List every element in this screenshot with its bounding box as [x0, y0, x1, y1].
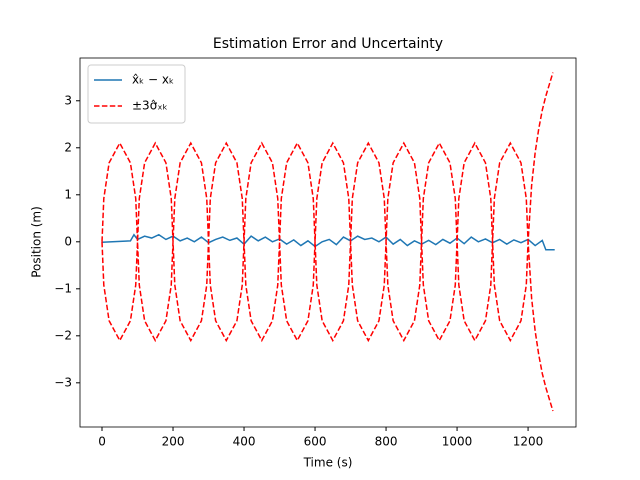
series-line — [101, 72, 554, 242]
x-axis-label: Time (s) — [303, 456, 353, 470]
y-tick-label: −1 — [54, 281, 72, 295]
x-tick-label: 800 — [375, 435, 398, 449]
series-line — [101, 233, 555, 251]
x-tick-label: 1200 — [513, 435, 544, 449]
x-tick-label: 600 — [304, 435, 327, 449]
series-line — [101, 241, 554, 412]
axes-frame — [79, 57, 577, 428]
y-tick-label: 3 — [64, 93, 72, 107]
x-tick-label: 400 — [233, 435, 256, 449]
x-tick-label: 200 — [162, 435, 185, 449]
x-tick-label: 0 — [98, 435, 106, 449]
legend-label: ±3σ̂ₓₖ — [132, 99, 168, 113]
y-tick-label: −2 — [54, 328, 72, 342]
y-tick-label: 1 — [64, 187, 72, 201]
y-tick-label: −3 — [54, 375, 72, 389]
legend-label: x̂ₖ − xₖ — [132, 73, 174, 87]
x-tick-label: 1000 — [442, 435, 473, 449]
y-tick-label: 2 — [64, 140, 72, 154]
y-axis-label: Position (m) — [30, 206, 44, 278]
y-tick-label: 0 — [64, 234, 72, 248]
chart-title: Estimation Error and Uncertainty — [213, 36, 443, 52]
